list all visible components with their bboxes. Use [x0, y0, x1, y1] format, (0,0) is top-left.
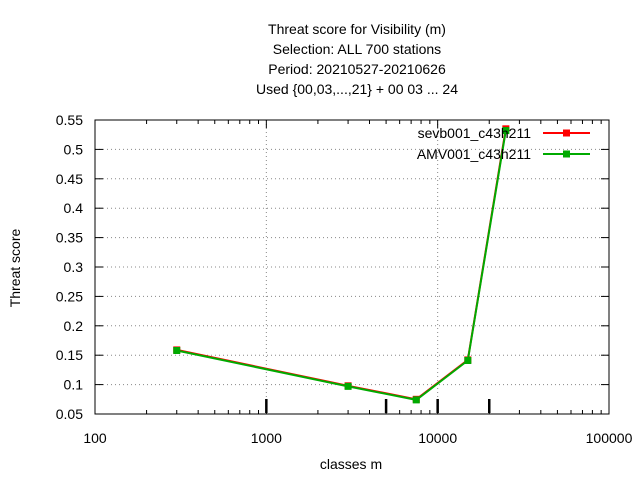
x-tick-label: 100000: [586, 430, 633, 446]
chart-title: Threat score for Visibility (m) Selectio…: [256, 21, 458, 97]
series-group: [173, 125, 510, 404]
title-line-2: Selection: ALL 700 stations: [273, 41, 441, 57]
series-line-0: [176, 128, 507, 401]
y-axis-label: Threat score: [7, 228, 23, 307]
x-axis: 100 1000 10000 100000: [83, 120, 633, 446]
title-line-3: Period: 20210527-20210626: [268, 61, 446, 77]
y-tick-label: 0.55: [56, 112, 83, 128]
x-axis-label: classes m: [320, 456, 382, 472]
series-1-point: [344, 382, 352, 390]
x-tick-label: 100: [83, 430, 107, 446]
grid: [95, 120, 609, 414]
y-tick-label: 0.1: [64, 377, 84, 393]
x-tick-label: 1000: [251, 430, 282, 446]
y-tick-label: 0.15: [56, 347, 83, 363]
legend-marker-1: [563, 150, 570, 158]
y-tick-label: 0.25: [56, 288, 83, 304]
series-1-point: [173, 346, 181, 354]
title-line-1: Threat score for Visibility (m): [268, 21, 446, 37]
legend-label-1: AMV001_c43h211: [417, 146, 531, 162]
y-axis: 0.05 0.1 0.15 0.2 0.25 0.3 0.35 0.4 0.45 0.5 0.55: [56, 112, 609, 422]
x-tick-label: 10000: [418, 430, 457, 446]
y-tick-label: 0.35: [56, 230, 83, 246]
series-1-point: [464, 356, 472, 364]
legend-marker-0: [563, 129, 570, 137]
series-1-point: [412, 396, 420, 404]
y-tick-label: 0.2: [64, 318, 84, 334]
y-tick-label: 0.5: [64, 141, 84, 157]
legend: sevb001_c43h211 AMV001_c43h211: [417, 125, 590, 162]
title-line-4: Used {00,03,...,21} + 00 03 ... 24: [256, 81, 458, 97]
y-tick-label: 0.4: [64, 200, 84, 216]
legend-label-0: sevb001_c43h211: [418, 125, 532, 141]
series-1-point: [502, 127, 510, 135]
y-tick-label: 0.3: [64, 259, 84, 275]
y-tick-label: 0.45: [56, 171, 83, 187]
class-markers: [265, 399, 491, 413]
y-tick-label: 0.05: [56, 406, 83, 422]
